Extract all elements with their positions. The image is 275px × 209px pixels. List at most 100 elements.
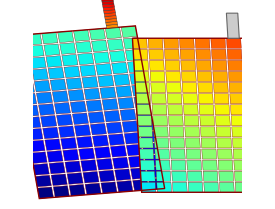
Polygon shape <box>81 160 97 171</box>
Polygon shape <box>197 71 212 82</box>
Polygon shape <box>233 149 248 159</box>
Polygon shape <box>169 116 183 126</box>
Polygon shape <box>218 160 233 170</box>
Polygon shape <box>172 182 187 192</box>
Polygon shape <box>21 93 37 105</box>
Polygon shape <box>95 147 111 158</box>
Polygon shape <box>137 116 152 126</box>
Polygon shape <box>101 0 113 2</box>
Polygon shape <box>149 49 164 59</box>
Polygon shape <box>51 174 67 186</box>
Polygon shape <box>232 138 247 148</box>
Polygon shape <box>136 94 151 104</box>
Polygon shape <box>128 61 144 73</box>
Polygon shape <box>133 49 148 59</box>
Polygon shape <box>200 127 215 137</box>
Polygon shape <box>77 136 93 148</box>
Polygon shape <box>112 62 128 74</box>
Polygon shape <box>28 45 44 57</box>
Polygon shape <box>133 179 149 191</box>
Polygon shape <box>182 71 196 82</box>
Polygon shape <box>39 104 55 115</box>
Polygon shape <box>37 187 53 199</box>
Polygon shape <box>228 60 243 70</box>
Polygon shape <box>216 127 231 137</box>
Polygon shape <box>106 122 122 134</box>
Polygon shape <box>103 4 114 8</box>
Polygon shape <box>63 149 79 161</box>
Polygon shape <box>138 120 154 131</box>
Polygon shape <box>231 116 246 126</box>
Polygon shape <box>153 116 167 126</box>
Polygon shape <box>150 71 165 82</box>
Polygon shape <box>250 171 265 181</box>
Polygon shape <box>213 71 228 82</box>
Polygon shape <box>199 105 214 115</box>
Polygon shape <box>166 71 181 82</box>
Polygon shape <box>83 171 99 183</box>
Polygon shape <box>202 149 217 159</box>
Polygon shape <box>80 65 96 76</box>
Polygon shape <box>47 150 63 162</box>
Polygon shape <box>60 43 76 54</box>
Polygon shape <box>155 149 170 159</box>
Polygon shape <box>183 105 198 115</box>
Polygon shape <box>199 94 213 104</box>
Polygon shape <box>53 186 69 197</box>
Polygon shape <box>50 79 66 91</box>
Polygon shape <box>115 169 131 181</box>
Polygon shape <box>213 83 228 93</box>
Polygon shape <box>229 83 244 93</box>
Polygon shape <box>112 157 129 169</box>
Polygon shape <box>41 115 57 127</box>
Polygon shape <box>232 127 247 137</box>
Polygon shape <box>111 145 127 157</box>
Polygon shape <box>216 116 230 126</box>
Polygon shape <box>70 101 86 113</box>
Polygon shape <box>167 94 182 104</box>
Polygon shape <box>242 38 257 48</box>
Polygon shape <box>169 127 184 137</box>
Polygon shape <box>153 127 168 137</box>
Polygon shape <box>102 99 118 110</box>
Polygon shape <box>245 83 260 93</box>
Polygon shape <box>105 27 121 39</box>
Polygon shape <box>144 155 160 166</box>
Polygon shape <box>104 16 117 19</box>
Polygon shape <box>103 7 115 11</box>
Polygon shape <box>57 114 73 126</box>
Polygon shape <box>125 49 142 61</box>
Polygon shape <box>84 88 100 100</box>
Polygon shape <box>151 83 166 93</box>
Polygon shape <box>128 156 145 168</box>
Polygon shape <box>123 38 139 49</box>
Polygon shape <box>85 183 101 195</box>
Polygon shape <box>186 149 201 159</box>
Polygon shape <box>108 39 123 51</box>
Polygon shape <box>61 138 77 149</box>
Polygon shape <box>227 49 242 59</box>
Polygon shape <box>249 160 264 170</box>
Polygon shape <box>139 149 154 159</box>
Polygon shape <box>136 105 151 115</box>
Polygon shape <box>211 49 226 59</box>
Polygon shape <box>43 127 59 139</box>
Polygon shape <box>100 87 116 99</box>
Polygon shape <box>148 38 163 48</box>
Polygon shape <box>246 94 260 104</box>
Polygon shape <box>104 110 120 122</box>
Polygon shape <box>230 94 245 104</box>
Polygon shape <box>244 71 259 82</box>
Polygon shape <box>134 71 149 82</box>
Polygon shape <box>34 80 50 92</box>
Polygon shape <box>134 60 149 70</box>
Polygon shape <box>229 71 243 82</box>
Polygon shape <box>126 144 142 156</box>
Polygon shape <box>108 134 125 145</box>
Polygon shape <box>130 73 146 84</box>
Polygon shape <box>170 149 185 159</box>
Polygon shape <box>198 83 213 93</box>
Polygon shape <box>152 105 167 115</box>
Polygon shape <box>235 182 250 192</box>
Polygon shape <box>54 102 70 114</box>
